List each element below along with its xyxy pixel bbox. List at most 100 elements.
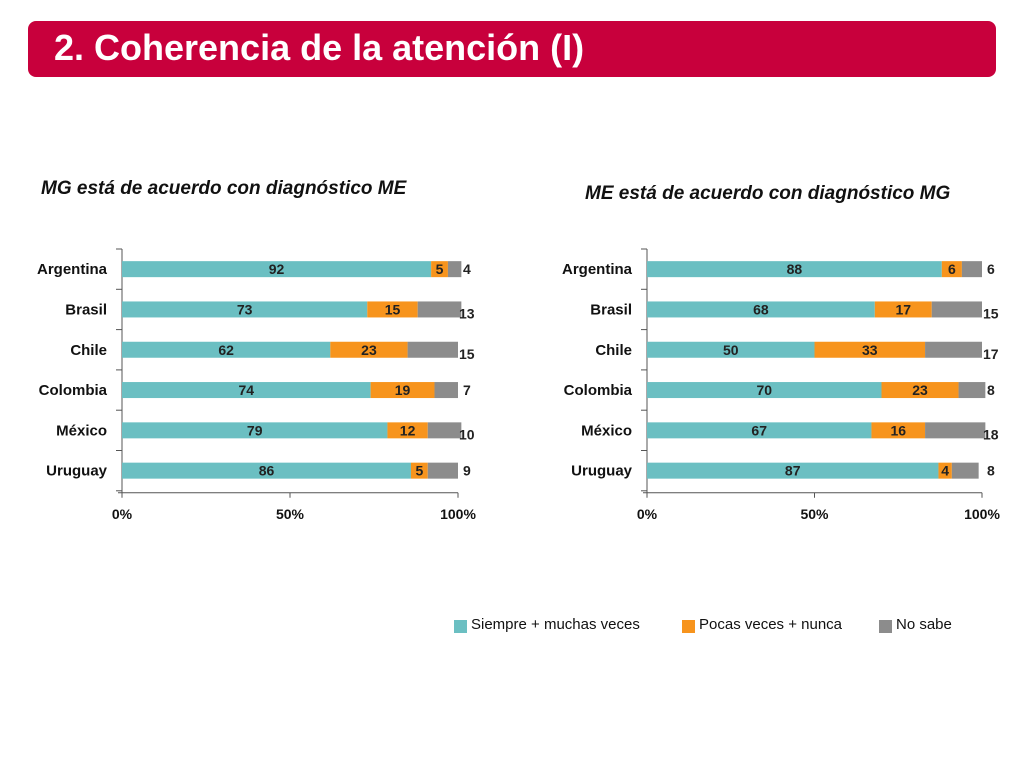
c2-data-label: 50	[723, 342, 739, 358]
c1-data-label: 9	[463, 463, 471, 479]
c1-data-label: 19	[395, 382, 411, 398]
legend-label-no-sabe: No sabe	[896, 616, 952, 633]
c1-bar-segment	[367, 301, 418, 318]
c2-bar-segment	[931, 301, 982, 318]
c1-data-label: 73	[237, 301, 253, 317]
c2-data-label: 6	[987, 261, 995, 277]
c2-data-label: 8	[987, 463, 995, 479]
c1-data-label: 5	[415, 463, 423, 479]
c2-data-label: 18	[983, 426, 999, 442]
c1-bar-segment	[387, 422, 428, 439]
c1-data-label: 62	[218, 342, 234, 358]
c1-category-label: Uruguay	[46, 463, 108, 480]
chart-2-title: ME está de acuerdo con diagnóstico MG	[585, 183, 951, 204]
c2-data-label: 68	[753, 301, 769, 317]
c1-bar-segment	[417, 301, 462, 318]
c1-bar-segment	[407, 341, 458, 358]
c2-bar-segment	[938, 462, 952, 479]
c2-bar-segment	[925, 341, 982, 358]
legend-swatch-siempre	[454, 620, 467, 633]
c2-bar-segment	[961, 261, 982, 278]
c2-bar-segment	[647, 261, 942, 278]
c2-data-label: 4	[941, 463, 949, 479]
c2-category-label: Brasil	[590, 301, 632, 318]
c1-category-label: Brasil	[65, 301, 107, 318]
c2-data-label: 16	[890, 422, 906, 438]
c2-data-label: 8	[987, 382, 995, 398]
c1-x-tick-label: 0%	[112, 506, 133, 522]
c1-data-label: 79	[247, 422, 263, 438]
legend-swatch-pocas	[682, 620, 695, 633]
c2-data-label: 70	[756, 382, 772, 398]
c2-bar-segment	[881, 382, 959, 399]
legend-swatch-no-sabe	[879, 620, 892, 633]
c2-data-label: 17	[895, 301, 911, 317]
c1-bar-segment	[122, 422, 388, 439]
c1-data-label: 23	[361, 342, 377, 358]
c1-bar-segment	[427, 462, 458, 479]
c2-bar-segment	[941, 261, 962, 278]
c1-data-label: 10	[459, 426, 475, 442]
c2-x-tick-label: 50%	[800, 506, 829, 522]
c2-category-label: Chile	[595, 342, 632, 359]
c2-category-label: Argentina	[562, 261, 633, 278]
c1-data-label: 13	[459, 305, 475, 321]
c2-data-label: 6	[948, 261, 956, 277]
c1-data-label: 12	[400, 422, 416, 438]
c1-bar-segment	[427, 422, 462, 439]
c2-bar-segment	[958, 382, 986, 399]
c2-category-label: Colombia	[564, 382, 633, 399]
c1-x-tick-label: 100%	[440, 506, 476, 522]
c1-bar-segment	[122, 382, 371, 399]
c2-bar-segment	[647, 462, 939, 479]
c2-data-label: 33	[862, 342, 878, 358]
c1-category-label: Chile	[70, 342, 107, 359]
c1-category-label: Argentina	[37, 261, 108, 278]
c1-data-label: 5	[436, 261, 444, 277]
title-bar: 2. Coherencia de la atención (I)	[28, 21, 996, 77]
c2-bar-segment	[871, 422, 926, 439]
c1-bar-segment	[122, 462, 411, 479]
c2-bar-segment	[874, 301, 932, 318]
c2-x-tick-label: 0%	[637, 506, 658, 522]
c2-data-label: 87	[785, 463, 801, 479]
c1-bar-segment	[122, 301, 368, 318]
c2-data-label: 23	[912, 382, 928, 398]
c1-data-label: 74	[239, 382, 255, 398]
c1-bar-segment	[122, 261, 432, 278]
c2-category-label: Uruguay	[571, 463, 633, 480]
legend-label-pocas: Pocas veces + nunca	[699, 616, 843, 633]
c1-data-label: 92	[269, 261, 285, 277]
c2-bar-segment	[647, 422, 872, 439]
c1-bar-segment	[431, 261, 448, 278]
c2-data-label: 88	[787, 261, 803, 277]
c2-data-label: 15	[983, 305, 999, 321]
c1-data-label: 15	[459, 346, 475, 362]
c2-bar-segment	[814, 341, 926, 358]
c2-bar-segment	[647, 382, 882, 399]
c1-bar-segment	[410, 462, 428, 479]
c2-bar-segment	[647, 301, 875, 318]
c2-bar-segment	[925, 422, 986, 439]
c2-x-tick-label: 100%	[964, 506, 1000, 522]
c1-bar-segment	[330, 341, 408, 358]
c1-data-label: 86	[259, 463, 275, 479]
c2-data-label: 67	[751, 422, 767, 438]
c1-data-label: 7	[463, 382, 471, 398]
c1-bar-segment	[434, 382, 458, 399]
c2-category-label: México	[581, 422, 632, 439]
c1-x-tick-label: 50%	[276, 506, 305, 522]
c1-bar-segment	[370, 382, 435, 399]
chart-1-title: MG está de acuerdo con diagnóstico ME	[41, 178, 407, 199]
legend-label-siempre: Siempre + muchas veces	[471, 616, 640, 633]
c1-data-label: 4	[463, 261, 471, 277]
c1-bar-segment	[122, 341, 331, 358]
c1-category-label: Colombia	[39, 382, 108, 399]
c2-bar-segment	[647, 341, 815, 358]
c1-data-label: 15	[385, 301, 401, 317]
c1-category-label: México	[56, 422, 107, 439]
c2-bar-segment	[951, 462, 979, 479]
page-title: 2. Coherencia de la atención (I)	[54, 27, 585, 68]
c1-bar-segment	[447, 261, 462, 278]
